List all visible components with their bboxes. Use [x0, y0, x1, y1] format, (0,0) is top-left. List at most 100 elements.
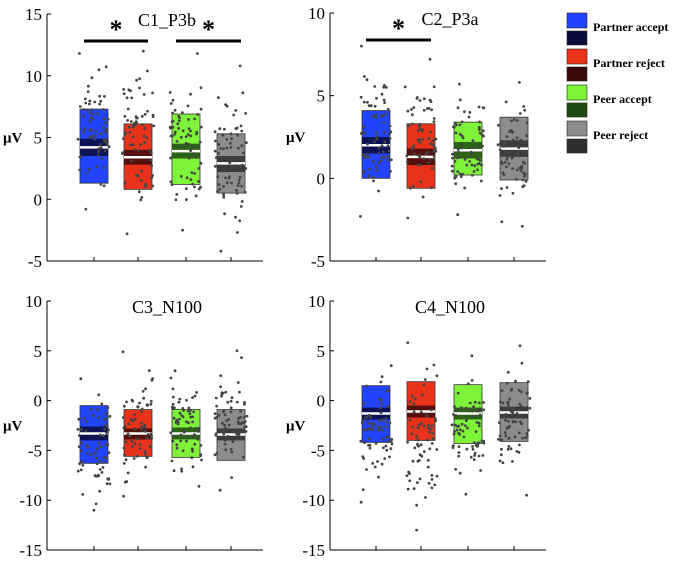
data-point	[101, 466, 105, 469]
data-point	[511, 460, 514, 463]
data-point	[525, 434, 529, 438]
data-point	[103, 95, 106, 98]
data-point	[215, 404, 219, 408]
y-axis-label: μV	[286, 130, 306, 146]
data-point	[455, 428, 459, 432]
data-point	[104, 130, 107, 134]
data-point	[422, 108, 426, 112]
data-point	[368, 437, 372, 441]
data-point	[223, 127, 226, 131]
data-point	[100, 471, 104, 474]
data-point	[124, 458, 128, 462]
data-point	[243, 190, 247, 194]
data-point	[235, 126, 239, 130]
data-point	[143, 126, 147, 130]
data-point	[431, 432, 434, 435]
data-point	[141, 426, 145, 430]
data-point	[373, 85, 377, 88]
data-point	[500, 447, 503, 451]
data-point	[181, 228, 185, 232]
data-point	[432, 85, 436, 89]
data-point	[376, 428, 380, 432]
data-point	[502, 173, 506, 177]
data-point	[366, 142, 369, 146]
data-point	[170, 120, 174, 124]
data-point	[499, 400, 502, 404]
data-point	[176, 422, 180, 426]
data-point	[429, 408, 433, 412]
data-point	[454, 414, 458, 417]
data-point	[173, 406, 176, 410]
data-point	[365, 428, 369, 432]
data-point	[504, 418, 507, 422]
data-point	[368, 422, 372, 426]
data-point	[517, 146, 521, 150]
data-point	[374, 165, 378, 168]
data-point	[458, 428, 462, 432]
data-point	[419, 180, 422, 184]
data-point	[146, 433, 150, 436]
data-point	[178, 411, 182, 415]
data-point	[103, 455, 107, 459]
data-point	[181, 449, 185, 453]
data-point	[97, 68, 101, 72]
data-point	[194, 426, 198, 430]
data-point	[88, 99, 92, 103]
data-point	[505, 135, 509, 139]
data-point	[140, 196, 144, 199]
data-point	[375, 97, 378, 100]
data-point	[149, 151, 153, 155]
data-point	[221, 421, 224, 425]
data-point	[95, 165, 98, 168]
box-group-1	[359, 44, 393, 218]
data-point	[242, 415, 246, 419]
data-point	[461, 136, 465, 140]
data-point	[461, 143, 465, 147]
data-point	[410, 108, 413, 111]
data-point	[388, 124, 392, 128]
data-point	[386, 158, 390, 162]
data-point	[477, 127, 481, 131]
data-point	[390, 158, 393, 162]
data-point	[511, 191, 515, 195]
data-point	[412, 144, 416, 148]
data-point	[130, 96, 134, 100]
data-point	[129, 120, 133, 123]
significance-star: *	[392, 14, 405, 43]
data-point	[149, 402, 153, 406]
data-point	[415, 435, 419, 439]
data-point	[363, 132, 367, 135]
data-point	[175, 443, 179, 447]
data-point	[373, 104, 377, 108]
data-point	[236, 134, 240, 137]
data-point	[193, 442, 197, 446]
data-point	[473, 451, 477, 455]
data-point	[504, 434, 508, 438]
data-point	[214, 139, 217, 143]
data-point	[421, 138, 425, 141]
data-point	[525, 150, 529, 154]
legend: Partner accept Partner reject Peer accept P…	[566, 12, 668, 154]
data-point	[458, 132, 462, 136]
data-point	[526, 391, 529, 395]
data-point	[518, 443, 521, 447]
data-point	[418, 477, 422, 481]
data-point	[500, 187, 503, 191]
data-point	[171, 395, 175, 399]
data-point	[131, 419, 135, 423]
data-point	[497, 438, 500, 441]
box-group-2	[403, 57, 438, 220]
data-point	[148, 445, 152, 448]
legend-label: Partner reject	[593, 56, 665, 70]
data-point	[513, 435, 517, 439]
data-point	[525, 121, 529, 125]
y-tick-label: 10	[25, 67, 42, 86]
data-point	[229, 141, 232, 145]
data-point	[106, 443, 110, 447]
data-point	[97, 393, 101, 397]
data-point	[239, 124, 243, 128]
box-group-3	[169, 369, 203, 488]
data-point	[386, 405, 390, 408]
data-point	[501, 401, 505, 405]
data-point	[416, 481, 419, 484]
